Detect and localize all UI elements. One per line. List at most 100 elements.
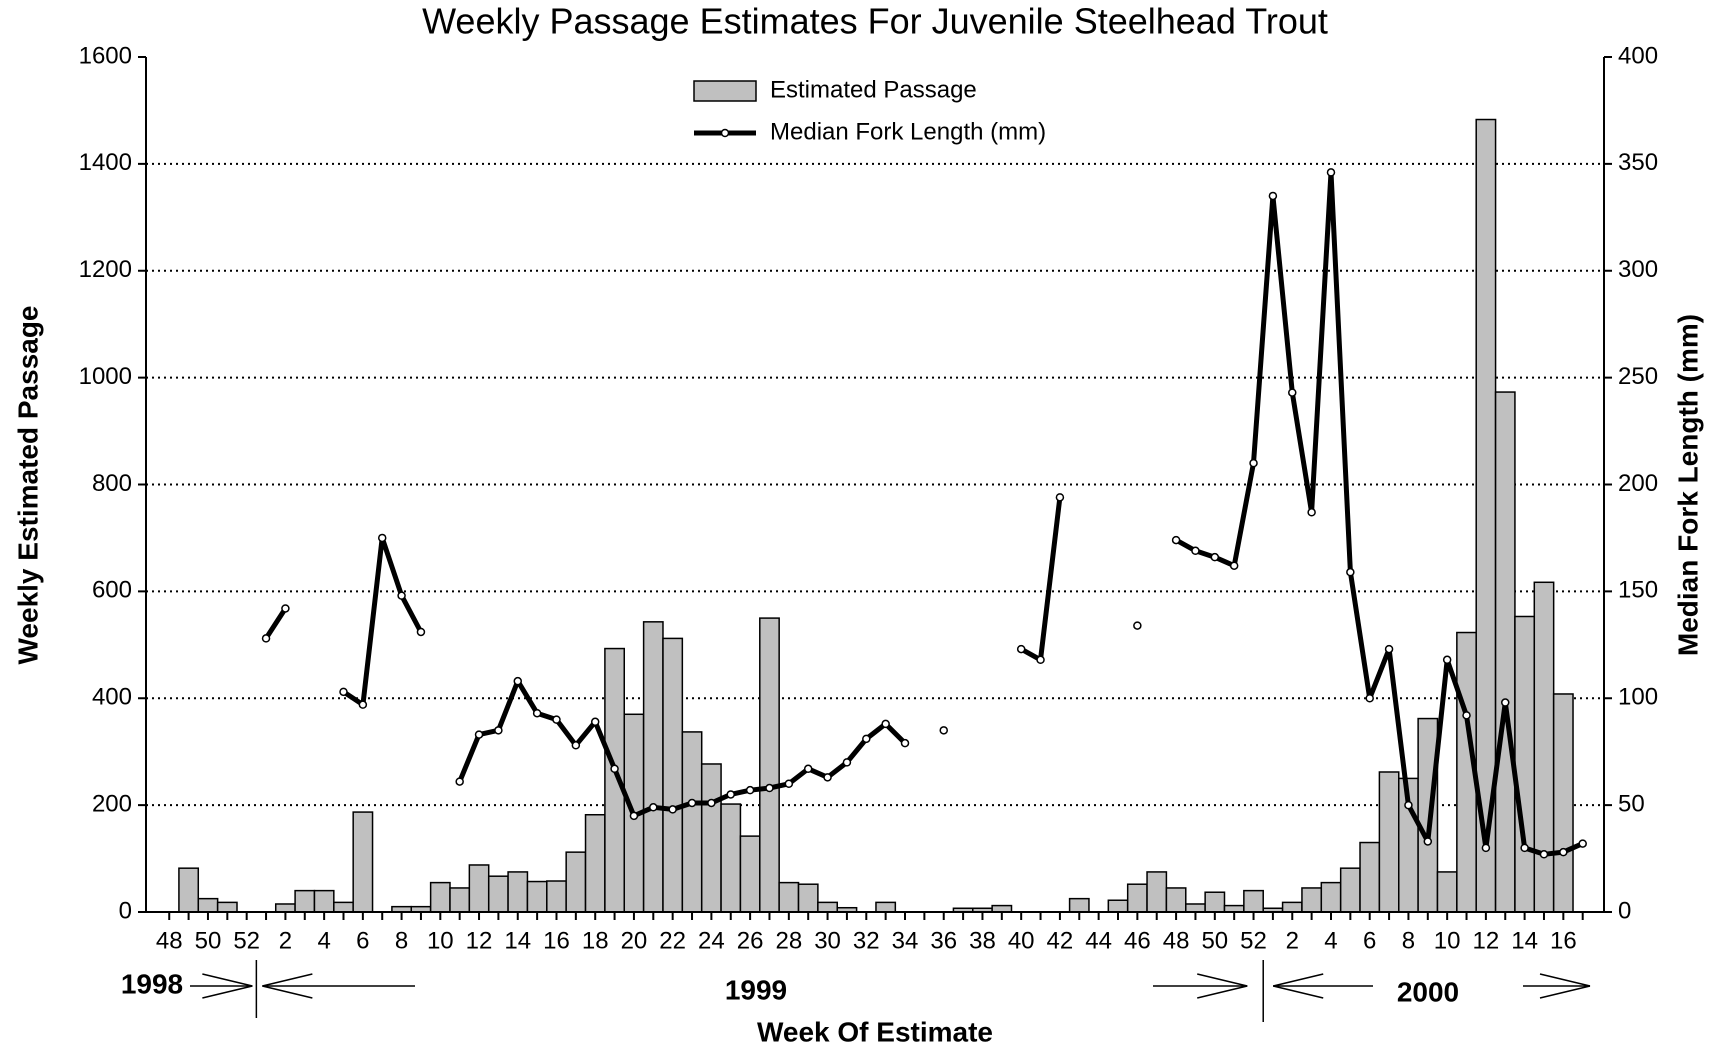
line-marker: [745, 785, 755, 795]
bar: [178, 867, 200, 913]
bar: [642, 621, 664, 913]
year-label: 1998: [121, 968, 183, 999]
y-tick-label: 600: [92, 577, 132, 604]
line-marker: [1326, 168, 1336, 177]
x-tick-label: 52: [1240, 927, 1267, 954]
line-marker: [339, 687, 348, 697]
line-marker: [649, 803, 658, 812]
bar: [449, 887, 471, 913]
bar: [1514, 615, 1536, 913]
line-marker: [1288, 388, 1297, 397]
line-marker: [610, 764, 619, 774]
x-tick-label: 8: [395, 927, 408, 954]
line-marker: [842, 758, 852, 767]
y-tick-label: 1200: [79, 256, 132, 283]
y2-tick-label: 100: [1618, 684, 1658, 711]
line-marker: [571, 741, 581, 750]
x-tick-label: 20: [621, 927, 648, 954]
bar: [700, 763, 722, 913]
x-tick-label: 10: [1434, 927, 1461, 954]
bar: [797, 883, 819, 913]
line-marker: [1016, 644, 1026, 654]
line-marker: [552, 715, 561, 724]
line-marker: [377, 533, 387, 543]
year-arrow: [1539, 985, 1591, 999]
line-marker: [1171, 535, 1181, 545]
x-tick-label: 6: [356, 927, 369, 954]
line-marker: [687, 798, 697, 808]
line-marker: [1578, 839, 1587, 848]
bar: [681, 731, 703, 913]
x-axis-title: Week Of Estimate: [757, 1016, 993, 1047]
bar: [1301, 887, 1323, 913]
line-marker: [765, 783, 774, 793]
year-arrow: [202, 973, 253, 987]
y-tick-label: 0: [119, 897, 132, 924]
bar: [817, 901, 838, 913]
line-marker: [1249, 458, 1258, 468]
bar: [1107, 899, 1129, 913]
line-marker: [1036, 655, 1045, 665]
bar: [875, 901, 897, 913]
line: [263, 169, 1584, 857]
line-marker: [707, 798, 716, 808]
legend-marker: [720, 128, 730, 138]
x-tick-label: 12: [1473, 927, 1500, 954]
bar: [1185, 903, 1206, 913]
y2-tick-label: 0: [1618, 897, 1631, 924]
bar: [1339, 867, 1361, 913]
legend-swatch: [693, 80, 757, 102]
x-tick-label: 14: [1511, 927, 1538, 954]
x-tick-label: 44: [1085, 927, 1112, 954]
bar: [778, 881, 800, 913]
year-arrow: [262, 973, 313, 987]
line-marker: [784, 779, 794, 788]
line-marker: [474, 730, 484, 739]
line-marker: [1384, 644, 1394, 654]
line-marker: [261, 634, 271, 643]
line-marker: [1501, 698, 1510, 707]
line-marker: [726, 790, 735, 799]
bar: [1359, 841, 1381, 913]
y-tick-label: 1000: [79, 363, 132, 390]
line-marker: [1365, 694, 1374, 703]
year-label: 1999: [725, 974, 787, 1005]
bar: [216, 901, 238, 913]
x-tick-label: 22: [659, 927, 686, 954]
y2-tick-label: 350: [1618, 149, 1658, 176]
line-marker: [881, 719, 890, 729]
y2-axis-title: Median Fork Length (mm): [1672, 314, 1703, 656]
line-marker: [629, 811, 639, 821]
bar: [429, 881, 451, 913]
bar: [274, 903, 296, 913]
y-tick-label: 400: [92, 684, 132, 711]
line-marker: [1229, 561, 1239, 570]
line-marker: [1520, 843, 1529, 853]
line-marker: [513, 676, 523, 686]
line-marker: [1210, 552, 1220, 562]
line-marker: [1559, 847, 1568, 857]
bar: [1165, 887, 1187, 913]
bar: [526, 880, 548, 913]
x-tick-label: 32: [853, 927, 880, 954]
chart-title: Weekly Passage Estimates For Juvenile St…: [422, 1, 1328, 42]
bar: [333, 901, 354, 913]
x-tick-label: 18: [582, 927, 609, 954]
bar: [584, 813, 606, 913]
line-marker: [939, 726, 948, 735]
x-tick-label: 16: [543, 927, 570, 954]
line-marker: [1481, 843, 1491, 853]
x-tick-label: 6: [1363, 927, 1376, 954]
bar: [759, 617, 780, 913]
x-tick-label: 10: [427, 927, 454, 954]
legend-label: Estimated Passage: [770, 76, 977, 103]
y2-tick-label: 200: [1618, 470, 1658, 497]
bar: [1417, 717, 1439, 913]
x-tick-label: 42: [1047, 927, 1074, 954]
x-tick-label: 30: [814, 927, 841, 954]
y-tick-label: 800: [92, 470, 132, 497]
y2-tick-label: 150: [1618, 577, 1658, 604]
x-tick-label: 50: [195, 927, 222, 954]
x-tick-label: 4: [317, 927, 330, 954]
